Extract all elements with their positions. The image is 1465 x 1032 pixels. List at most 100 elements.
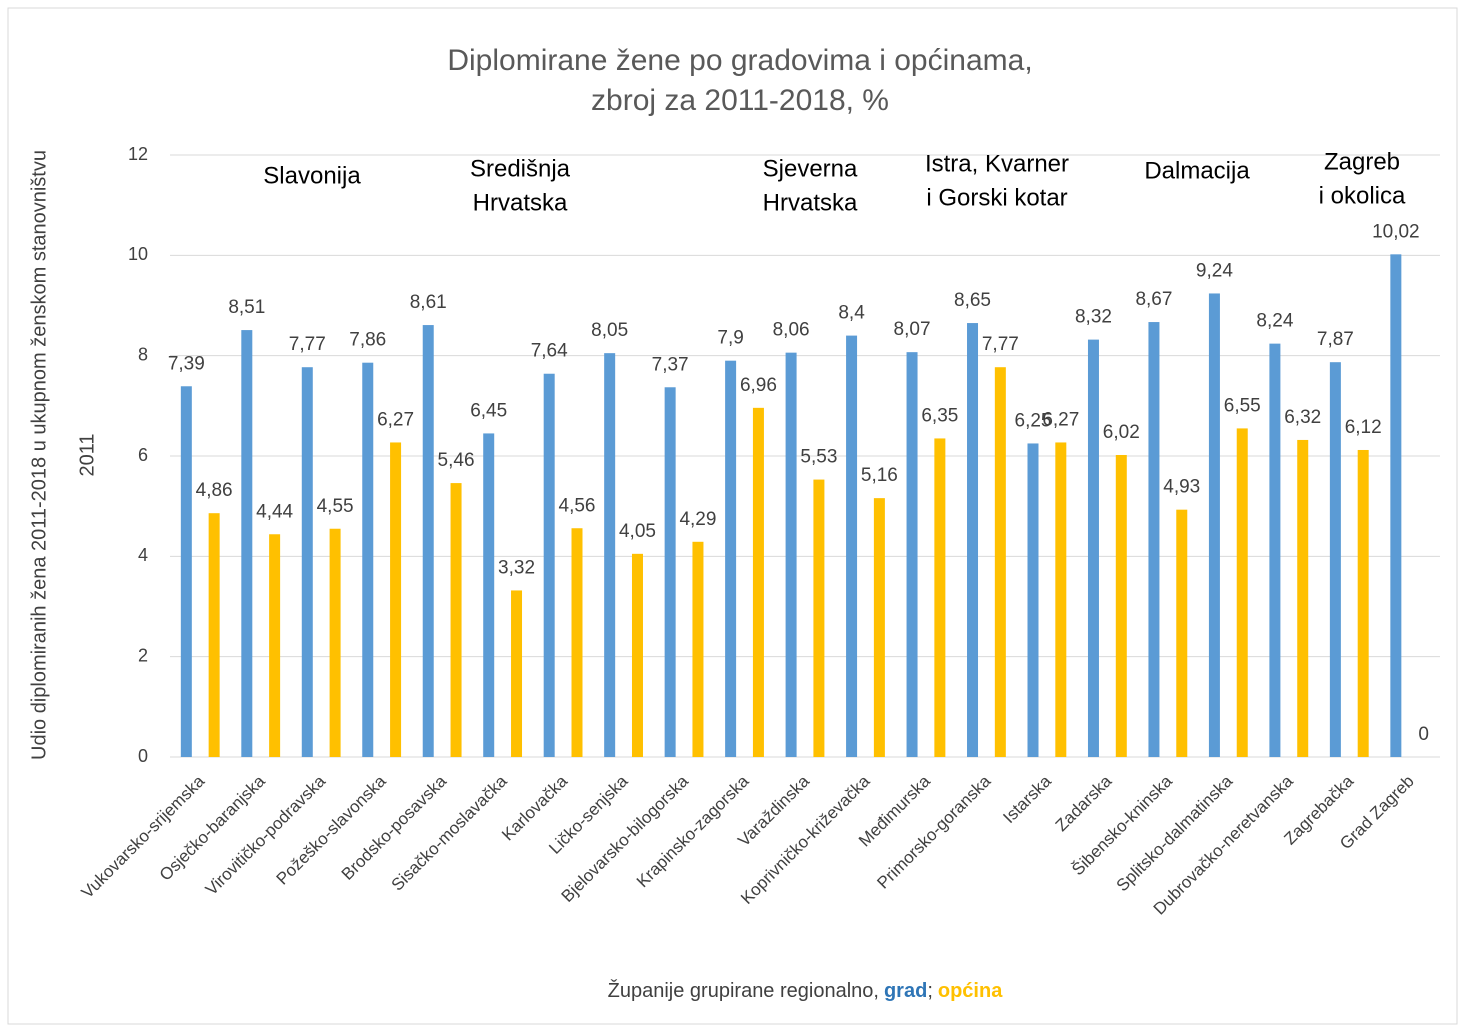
bar bbox=[511, 590, 523, 757]
value-label: 6,12 bbox=[1345, 417, 1382, 438]
y-axis-label: 2011 bbox=[76, 433, 98, 476]
y-tick-label: 2 bbox=[138, 645, 148, 665]
value-label: 7,9 bbox=[717, 328, 743, 349]
value-label: 6,55 bbox=[1224, 395, 1261, 416]
bar bbox=[571, 528, 583, 757]
bar bbox=[329, 528, 341, 757]
bar bbox=[362, 362, 374, 757]
legend-entry: grad bbox=[884, 980, 927, 1002]
region-annotation: Istra, Kvarner bbox=[925, 150, 1069, 177]
region-annotation: Hrvatska bbox=[763, 189, 858, 216]
y-tick-label: 0 bbox=[138, 746, 148, 766]
bar bbox=[1176, 509, 1188, 757]
bar bbox=[1087, 339, 1099, 757]
bar bbox=[269, 534, 281, 757]
bar bbox=[994, 367, 1006, 757]
bar bbox=[1297, 439, 1309, 757]
value-label: 8,65 bbox=[954, 290, 991, 311]
bar bbox=[785, 352, 797, 757]
region-annotation: Središnja bbox=[470, 155, 571, 182]
value-label: 8,24 bbox=[1256, 311, 1293, 332]
value-label: 0 bbox=[1418, 724, 1429, 745]
bar bbox=[208, 513, 220, 757]
bar bbox=[241, 330, 253, 757]
bar bbox=[180, 386, 192, 757]
bar bbox=[934, 438, 946, 757]
value-label: 8,61 bbox=[410, 292, 447, 313]
bar bbox=[1357, 449, 1369, 757]
legend-separator: ; bbox=[927, 980, 933, 1002]
value-label: 6,27 bbox=[1042, 409, 1079, 430]
value-label: 4,93 bbox=[1163, 477, 1200, 498]
bar bbox=[1055, 442, 1067, 757]
y-tick-label: 10 bbox=[128, 244, 148, 264]
bar bbox=[483, 433, 495, 757]
bar bbox=[906, 352, 918, 757]
bar bbox=[1329, 362, 1341, 757]
value-label: 6,25 bbox=[1015, 410, 1052, 431]
x-axis-label-text: Županije grupirane regionalno, bbox=[608, 979, 879, 1002]
value-label: 4,05 bbox=[619, 521, 656, 542]
region-annotation: Slavonija bbox=[263, 162, 361, 189]
bar bbox=[846, 335, 858, 757]
value-label: 6,32 bbox=[1284, 407, 1321, 428]
bar bbox=[725, 360, 737, 757]
bar bbox=[631, 553, 643, 757]
value-label: 6,45 bbox=[470, 400, 507, 421]
chart-title: Diplomirane žene po gradovima i općinama… bbox=[447, 44, 1032, 77]
value-label: 9,24 bbox=[1196, 260, 1233, 281]
bar bbox=[543, 373, 555, 757]
bar bbox=[422, 325, 434, 757]
value-label: 7,87 bbox=[1317, 329, 1354, 350]
value-label: 5,16 bbox=[861, 465, 898, 486]
value-label: 8,32 bbox=[1075, 307, 1112, 328]
y-tick-label: 6 bbox=[138, 445, 148, 465]
value-label: 10,02 bbox=[1372, 221, 1420, 242]
bar bbox=[1390, 254, 1402, 757]
value-label: 6,35 bbox=[921, 405, 958, 426]
y-tick-label: 8 bbox=[138, 344, 148, 364]
bar bbox=[1027, 443, 1039, 757]
value-label: 8,4 bbox=[838, 303, 865, 324]
value-label: 8,05 bbox=[591, 320, 628, 341]
bar bbox=[967, 323, 979, 757]
bar bbox=[1269, 343, 1281, 757]
value-label: 5,46 bbox=[438, 450, 475, 471]
bar bbox=[1236, 428, 1248, 757]
bar bbox=[450, 483, 462, 757]
bar bbox=[604, 353, 616, 757]
region-annotation: Hrvatska bbox=[473, 189, 568, 216]
value-label: 7,86 bbox=[349, 330, 386, 351]
bar bbox=[1115, 454, 1127, 757]
value-label: 7,37 bbox=[652, 354, 689, 375]
y-tick-label: 4 bbox=[138, 545, 148, 565]
value-label: 6,96 bbox=[740, 375, 777, 396]
bar bbox=[873, 498, 885, 757]
value-label: 4,56 bbox=[559, 495, 596, 516]
bar bbox=[813, 479, 825, 757]
value-label: 6,02 bbox=[1103, 422, 1140, 443]
region-annotation: i okolica bbox=[1319, 182, 1406, 209]
chart-title: zbroj za 2011-2018, % bbox=[591, 84, 889, 117]
value-label: 8,51 bbox=[228, 297, 265, 318]
value-label: 4,29 bbox=[679, 509, 716, 530]
legend-entry: općina bbox=[938, 980, 1003, 1002]
bar bbox=[664, 387, 676, 757]
value-label: 4,86 bbox=[196, 480, 233, 501]
region-annotation: Sjeverna bbox=[763, 155, 858, 182]
value-label: 7,77 bbox=[289, 334, 326, 355]
value-label: 4,44 bbox=[256, 501, 293, 522]
value-label: 8,67 bbox=[1135, 289, 1172, 310]
bar bbox=[1208, 293, 1220, 757]
value-label: 7,64 bbox=[531, 341, 568, 362]
value-label: 4,55 bbox=[317, 496, 354, 517]
region-annotation: i Gorski kotar bbox=[926, 184, 1067, 211]
bar bbox=[1148, 322, 1160, 757]
value-label: 8,06 bbox=[773, 320, 810, 341]
bar bbox=[301, 367, 313, 757]
y-tick-label: 12 bbox=[128, 144, 148, 164]
x-axis-label: Županije grupirane regionalno, grad; općin… bbox=[608, 979, 1004, 1002]
value-label: 7,39 bbox=[168, 353, 205, 374]
y-axis-label: Udio diplomiranih žena 2011-2018 u ukupn… bbox=[28, 150, 50, 760]
